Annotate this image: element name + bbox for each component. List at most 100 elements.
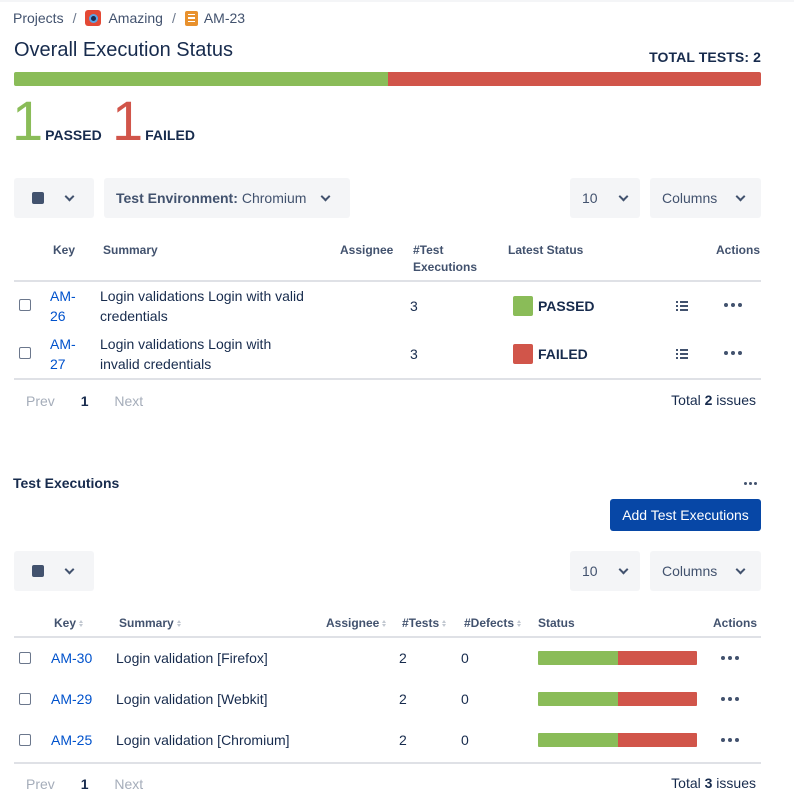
- test-key-link[interactable]: AM- 27: [50, 334, 76, 374]
- pager-next[interactable]: Next: [114, 393, 144, 409]
- filter-value: Chromium: [241, 190, 307, 206]
- row-checkbox[interactable]: [19, 734, 31, 746]
- columns-button[interactable]: Columns: [650, 551, 761, 591]
- columns-button[interactable]: Columns: [650, 178, 761, 218]
- more-actions-icon[interactable]: [724, 351, 742, 355]
- execution-list-icon[interactable]: [676, 349, 688, 359]
- pager-next[interactable]: Next: [114, 776, 144, 792]
- executions-total: Total 3 issues: [671, 775, 756, 791]
- sort-icon: [382, 620, 387, 628]
- test-key-link[interactable]: AM- 26: [50, 286, 76, 326]
- page-size-select[interactable]: 10: [570, 178, 640, 218]
- failed-label: FAILED: [145, 127, 195, 143]
- column-header-defects[interactable]: #Defects: [464, 615, 522, 632]
- filter-key: Test Environment:: [116, 190, 238, 206]
- breadcrumb-issue[interactable]: AM-23: [203, 10, 246, 26]
- execution-key-link[interactable]: AM-29: [51, 691, 93, 707]
- column-header-status: Status: [538, 616, 575, 630]
- section-more-icon[interactable]: [744, 482, 757, 485]
- column-header-summary[interactable]: Summary: [103, 243, 158, 257]
- table-header-divider: [14, 280, 761, 282]
- column-header-assignee[interactable]: Assignee: [340, 243, 394, 257]
- header-text: Summary: [119, 616, 174, 630]
- total-count: 3: [704, 775, 713, 791]
- row-checkbox[interactable]: [19, 652, 31, 664]
- header-text: #Defects: [464, 616, 515, 630]
- chevron-down-icon: [618, 564, 629, 574]
- bulk-select-dropdown[interactable]: [14, 551, 94, 591]
- execution-tests-count: 2: [399, 691, 407, 707]
- column-header-summary[interactable]: Summary: [119, 615, 181, 632]
- status-color-swatch: [513, 296, 533, 316]
- column-header-actions: Actions: [713, 616, 758, 630]
- test-environment-filter[interactable]: Test Environment: Chromium: [104, 178, 350, 218]
- column-header-executions[interactable]: #Test Executions: [413, 242, 477, 276]
- breadcrumb-projects[interactable]: Projects: [13, 10, 64, 26]
- passed-label: PASSED: [45, 127, 102, 143]
- execution-summary: Login validation [Firefox]: [116, 650, 268, 666]
- key-line: 26: [50, 308, 66, 324]
- header-text: Assignee: [326, 616, 380, 630]
- test-executions-count: 3: [410, 346, 418, 362]
- key-line: 27: [50, 356, 66, 372]
- more-actions-icon[interactable]: [724, 303, 742, 307]
- column-header-key[interactable]: Key: [54, 615, 84, 632]
- failed-count: 1: [112, 89, 144, 152]
- column-header-latest-status[interactable]: Latest Status: [508, 243, 584, 257]
- chevron-down-icon: [64, 564, 75, 574]
- chevron-down-icon: [618, 191, 629, 201]
- key-line: AM-: [50, 336, 76, 352]
- header-line: #Test: [413, 243, 444, 257]
- execution-summary: Login validation [Webkit]: [116, 691, 268, 707]
- page-size-select[interactable]: 10: [570, 551, 640, 591]
- status-failed-segment: [617, 651, 697, 665]
- status-failed-segment: [617, 692, 697, 706]
- summary-line: invalid credentials: [100, 356, 212, 372]
- execution-tests-count: 2: [399, 650, 407, 666]
- test-summary: Login validations Login with invalid cre…: [100, 334, 271, 374]
- columns-label: Columns: [662, 563, 718, 579]
- row-checkbox[interactable]: [19, 299, 31, 311]
- chevron-down-icon: [735, 564, 746, 574]
- execution-status-bar: [538, 651, 697, 665]
- table-header-divider: [14, 636, 761, 638]
- sort-icon: [442, 620, 447, 628]
- progress-failed-segment: [387, 72, 761, 86]
- sort-icon: [176, 620, 181, 628]
- pager-current-page[interactable]: 1: [80, 393, 89, 409]
- column-header-assignee[interactable]: Assignee: [326, 615, 387, 632]
- more-actions-icon[interactable]: [721, 738, 739, 742]
- pager-prev[interactable]: Prev: [26, 776, 55, 792]
- summary-line: credentials: [100, 308, 168, 324]
- more-actions-icon[interactable]: [721, 697, 739, 701]
- column-header-tests[interactable]: #Tests: [402, 615, 447, 632]
- execution-list-icon[interactable]: [676, 301, 688, 311]
- row-checkbox[interactable]: [19, 347, 31, 359]
- add-test-executions-button[interactable]: Add Test Executions: [610, 499, 761, 531]
- passed-counter: 1 PASSED: [12, 93, 102, 149]
- execution-key-link[interactable]: AM-25: [51, 732, 93, 748]
- tests-total: Total 2 issues: [671, 392, 756, 408]
- columns-label: Columns: [662, 190, 718, 206]
- key-line: AM-: [50, 288, 76, 304]
- total-suffix: issues: [712, 775, 756, 791]
- breadcrumb-project[interactable]: Amazing: [108, 10, 163, 26]
- more-actions-icon[interactable]: [721, 656, 739, 660]
- status-failed-segment: [617, 733, 697, 747]
- page-title: Overall Execution Status: [14, 39, 233, 61]
- execution-defects-count: 0: [461, 691, 469, 707]
- execution-key-link[interactable]: AM-30: [51, 650, 93, 666]
- pager-current-page[interactable]: 1: [80, 776, 89, 792]
- latest-status-label: PASSED: [538, 298, 595, 314]
- sort-icon: [79, 620, 84, 628]
- total-suffix: issues: [712, 392, 756, 408]
- execution-defects-count: 0: [461, 732, 469, 748]
- column-header-key[interactable]: Key: [53, 243, 76, 257]
- total-tests-label: TOTAL TESTS: 2: [649, 49, 761, 65]
- test-executions-count: 3: [410, 298, 418, 314]
- pager-prev[interactable]: Prev: [26, 393, 55, 409]
- bulk-select-dropdown[interactable]: [14, 178, 94, 218]
- breadcrumb-separator: /: [72, 10, 77, 26]
- row-checkbox[interactable]: [19, 693, 31, 705]
- sort-icon: [517, 620, 522, 628]
